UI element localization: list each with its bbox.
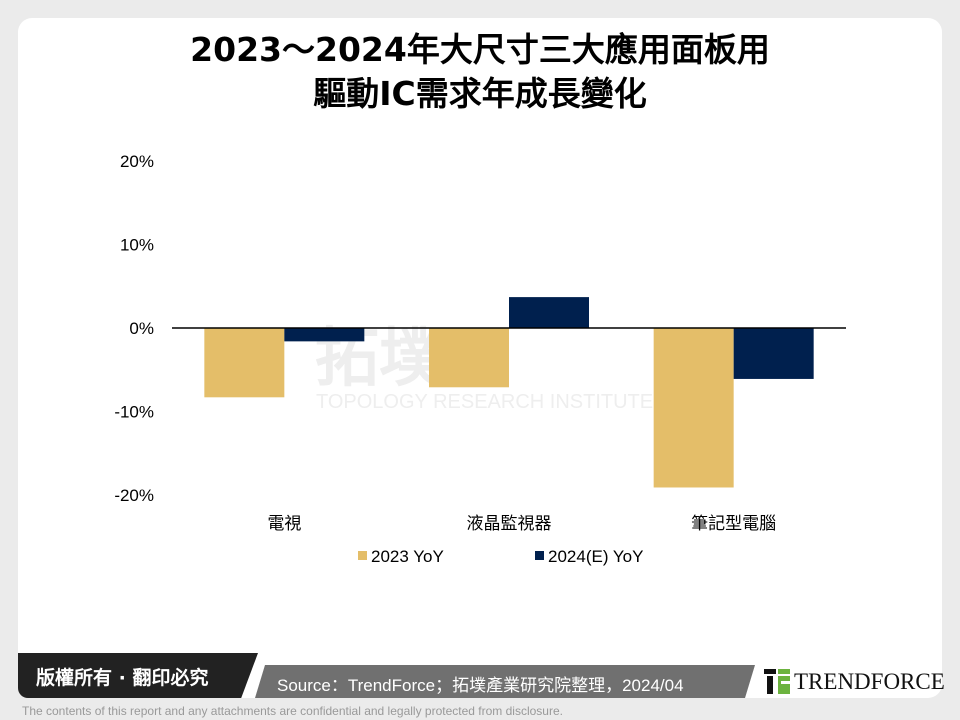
y-tick-label: 10% [120,236,154,255]
chart-title: 2023～2024年大尺寸三大應用面板用 驅動IC需求年成長變化 [190,30,770,113]
bar-2024 [733,328,814,379]
legend-label: 2024(E) YoY [548,547,643,566]
bar-2023 [653,328,734,488]
disclaimer: The contents of this report and any atta… [22,704,563,718]
x-tick-label: 筆記型電腦 [691,514,776,534]
x-tick-label: 液晶監視器 [467,514,552,534]
legend-swatch [358,551,367,560]
legend-swatch [535,551,544,560]
bar-2024 [509,297,589,328]
x-tick-label: 電視 [267,514,301,534]
legend-label: 2023 YoY [371,547,444,566]
trendforce-logo-icon [764,669,790,694]
y-tick-label: -10% [114,403,154,422]
source-banner: Source：TrendForce；拓墣產業研究院整理，2024/04 [255,665,755,698]
trendforce-logo: TRENDFORCE [762,665,945,698]
y-tick-label: -20% [114,486,154,505]
y-tick-label: 20% [120,152,154,171]
watermark: 拓墣 TOPOLOGY RESEARCH INSTITUTE [315,322,653,413]
svg-text:TOPOLOGY RESEARCH INSTITUTE: TOPOLOGY RESEARCH INSTITUTE [316,391,653,413]
bar-2023 [204,328,285,398]
copyright-banner: 版權所有 · 翻印必究 [18,653,258,698]
y-tick-label: 0% [129,319,154,338]
bar-2024 [284,328,365,342]
bar-2023 [429,328,509,388]
